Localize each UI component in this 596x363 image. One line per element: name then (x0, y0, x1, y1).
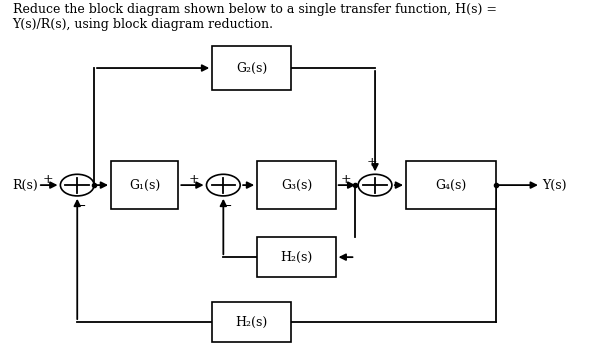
FancyBboxPatch shape (212, 302, 291, 342)
FancyBboxPatch shape (257, 237, 336, 277)
Text: G₄(s): G₄(s) (435, 179, 467, 192)
Text: +: + (341, 173, 352, 186)
Text: Reduce the block diagram shown below to a single transfer function, H(s) =
Y(s)/: Reduce the block diagram shown below to … (13, 3, 496, 31)
FancyBboxPatch shape (212, 46, 291, 90)
Text: +: + (43, 173, 54, 186)
FancyBboxPatch shape (257, 161, 336, 209)
Text: G₃(s): G₃(s) (281, 179, 312, 192)
Text: Y(s): Y(s) (542, 179, 566, 192)
Text: G₂(s): G₂(s) (236, 62, 267, 74)
FancyBboxPatch shape (406, 161, 496, 209)
FancyBboxPatch shape (111, 161, 178, 209)
Text: H₂(s): H₂(s) (235, 315, 268, 329)
Text: +: + (189, 173, 200, 186)
Text: H₂(s): H₂(s) (280, 250, 312, 264)
Text: +: + (367, 156, 377, 169)
Text: −: − (222, 200, 232, 213)
Text: G₁(s): G₁(s) (129, 179, 160, 192)
Text: −: − (75, 200, 86, 213)
Text: R(s): R(s) (13, 179, 38, 192)
